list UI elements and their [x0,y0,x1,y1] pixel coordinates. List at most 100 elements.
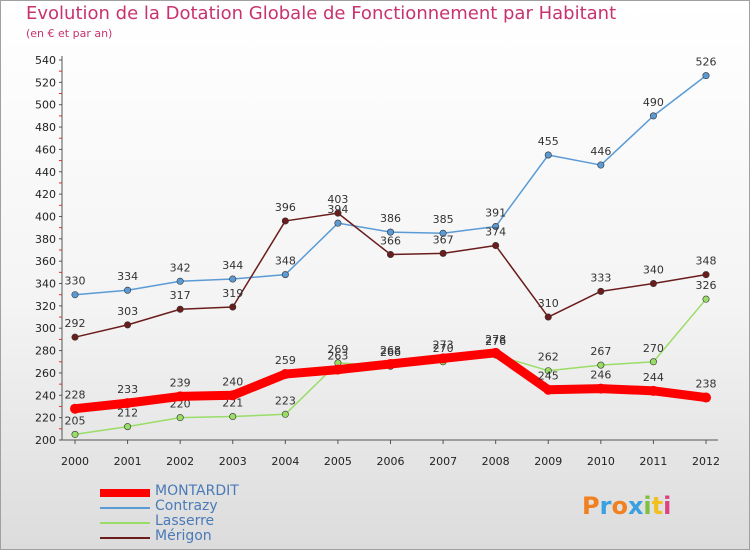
data-point [438,353,449,364]
data-label: 490 [643,96,664,109]
chart-title: Evolution de la Dotation Globale de Fonc… [26,3,617,24]
data-label: 267 [590,345,611,358]
x-tick-label: 2002 [166,455,194,468]
chart-subtitle: (en € et par an) [26,27,113,40]
data-label: 240 [222,375,243,388]
data-label: 244 [643,371,664,384]
data-label: 446 [590,145,611,158]
data-point [124,321,132,329]
data-label: 246 [590,369,611,382]
data-point [544,151,552,159]
data-point [176,277,184,285]
data-point [332,364,343,375]
data-point [124,423,132,431]
legend-label: Lasserre [155,513,215,529]
data-point [229,303,237,311]
data-point [124,286,132,294]
data-point [71,333,79,341]
data-point [490,347,501,358]
data-point [649,112,657,120]
data-label: 374 [485,226,506,239]
data-label: 403 [327,193,348,206]
data-point [385,359,396,369]
data-point [386,250,394,258]
y-tick-label: 300 [35,322,56,335]
data-point [175,391,186,402]
data-label: 326 [696,279,717,292]
data-label: 348 [275,255,296,268]
y-tick-label: 440 [35,166,56,179]
data-label: 342 [170,261,191,274]
legend-label: Mérigon [155,528,212,544]
data-point [281,410,289,418]
data-label: 319 [222,287,243,300]
data-label: 348 [696,255,717,268]
data-label: 303 [117,305,138,318]
data-point [176,305,184,313]
y-tick-label: 400 [35,210,56,223]
data-label: 367 [433,233,454,246]
data-label: 205 [65,414,86,427]
data-point [229,275,237,283]
data-label: 386 [380,212,401,225]
data-label: 526 [696,56,717,69]
svg-text:Proxiti: Proxiti [582,492,671,520]
data-point [648,385,659,396]
y-tick-label: 340 [35,278,56,291]
data-point [280,369,291,380]
data-label: 270 [433,342,454,355]
data-label: 238 [696,378,717,391]
legend-swatch [100,507,150,509]
data-label: 239 [170,376,191,389]
data-label: 259 [275,354,296,367]
data-label: 269 [327,343,348,356]
data-point [70,403,80,414]
data-label: 391 [485,207,506,220]
data-label: 366 [380,234,401,247]
legend-swatch [100,522,150,524]
data-label: 270 [643,342,664,355]
data-point [334,209,342,217]
data-point [492,242,500,250]
data-point [227,390,238,401]
data-label: 262 [538,351,559,364]
legend-swatch [100,489,150,497]
data-point [281,271,289,279]
data-label: 333 [590,271,611,284]
x-tick-label: 2010 [587,455,615,468]
data-point [649,358,657,366]
data-point [702,271,710,279]
y-tick-label: 220 [35,412,56,425]
data-label: 223 [275,394,296,407]
y-tick-label: 280 [35,345,56,358]
data-point [649,280,657,288]
y-tick-label: 540 [35,54,56,67]
legend-label: Contrazy [155,498,218,514]
data-label: 310 [538,297,559,310]
data-label: 266 [380,346,401,359]
y-tick-label: 200 [35,434,56,447]
data-label: 278 [485,333,506,346]
data-label: 385 [433,213,454,226]
y-tick-label: 380 [35,233,56,246]
data-point [595,383,606,394]
x-tick-label: 2006 [377,455,405,468]
data-point [334,219,342,227]
data-point [439,249,447,257]
legend-label: MONTARDIT [155,483,239,499]
data-label: 292 [65,317,86,330]
x-tick-label: 2007 [429,455,457,468]
y-tick-label: 500 [35,99,56,112]
y-tick-label: 240 [35,389,56,402]
data-point [597,161,605,169]
data-label: 276 [485,335,506,348]
data-point [229,413,237,421]
data-point [122,398,133,409]
x-tick-label: 2012 [692,455,720,468]
data-point [544,367,552,375]
x-tick-label: 2005 [324,455,352,468]
data-label: 228 [65,389,86,402]
data-point [386,228,394,236]
data-point [597,361,605,369]
